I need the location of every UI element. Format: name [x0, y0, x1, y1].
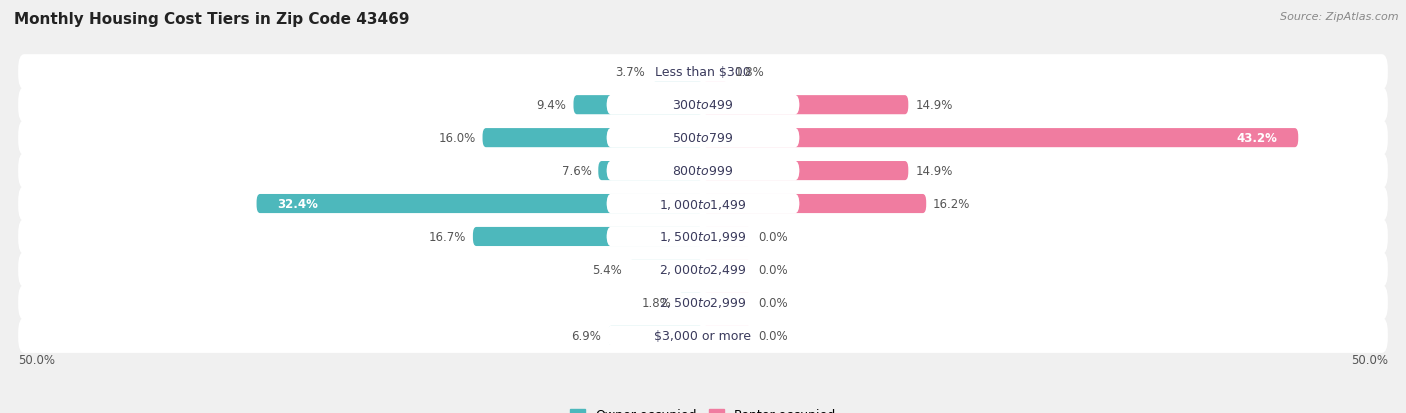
FancyBboxPatch shape — [18, 121, 1388, 156]
Text: 14.9%: 14.9% — [915, 99, 953, 112]
Text: 14.9%: 14.9% — [915, 165, 953, 178]
FancyBboxPatch shape — [606, 325, 800, 345]
FancyBboxPatch shape — [574, 96, 703, 115]
FancyBboxPatch shape — [18, 252, 1388, 287]
Text: 3.7%: 3.7% — [616, 66, 645, 79]
Text: $1,000 to $1,499: $1,000 to $1,499 — [659, 197, 747, 211]
FancyBboxPatch shape — [18, 285, 1388, 320]
Text: $1,500 to $1,999: $1,500 to $1,999 — [659, 230, 747, 244]
Text: $800 to $999: $800 to $999 — [672, 165, 734, 178]
FancyBboxPatch shape — [606, 293, 800, 313]
FancyBboxPatch shape — [606, 161, 800, 181]
FancyBboxPatch shape — [703, 161, 908, 181]
Text: 1.8%: 1.8% — [641, 296, 671, 309]
Text: 0.0%: 0.0% — [758, 296, 787, 309]
Text: 43.2%: 43.2% — [1237, 132, 1278, 145]
Text: 0.0%: 0.0% — [758, 263, 787, 276]
Text: Source: ZipAtlas.com: Source: ZipAtlas.com — [1281, 12, 1399, 22]
FancyBboxPatch shape — [606, 128, 800, 148]
Text: 32.4%: 32.4% — [277, 197, 318, 211]
Text: 6.9%: 6.9% — [571, 329, 600, 342]
Text: Less than $300: Less than $300 — [655, 66, 751, 79]
FancyBboxPatch shape — [472, 228, 703, 247]
Text: 9.4%: 9.4% — [537, 99, 567, 112]
Text: $300 to $499: $300 to $499 — [672, 99, 734, 112]
FancyBboxPatch shape — [703, 326, 751, 345]
Text: $2,500 to $2,999: $2,500 to $2,999 — [659, 296, 747, 310]
Text: 0.0%: 0.0% — [758, 329, 787, 342]
FancyBboxPatch shape — [703, 63, 728, 82]
Text: $3,000 or more: $3,000 or more — [655, 329, 751, 342]
Text: $500 to $799: $500 to $799 — [672, 132, 734, 145]
FancyBboxPatch shape — [703, 228, 751, 247]
Legend: Owner-occupied, Renter-occupied: Owner-occupied, Renter-occupied — [565, 404, 841, 413]
FancyBboxPatch shape — [703, 96, 908, 115]
FancyBboxPatch shape — [606, 227, 800, 247]
Text: 16.2%: 16.2% — [934, 197, 970, 211]
Text: $2,000 to $2,499: $2,000 to $2,499 — [659, 263, 747, 277]
FancyBboxPatch shape — [599, 161, 703, 181]
FancyBboxPatch shape — [18, 154, 1388, 189]
FancyBboxPatch shape — [18, 219, 1388, 254]
Text: 7.6%: 7.6% — [561, 165, 592, 178]
FancyBboxPatch shape — [652, 63, 703, 82]
Text: 5.4%: 5.4% — [592, 263, 621, 276]
FancyBboxPatch shape — [482, 129, 703, 148]
FancyBboxPatch shape — [678, 293, 703, 312]
FancyBboxPatch shape — [606, 260, 800, 280]
FancyBboxPatch shape — [606, 95, 800, 115]
Text: 0.0%: 0.0% — [758, 230, 787, 243]
FancyBboxPatch shape — [703, 195, 927, 214]
FancyBboxPatch shape — [606, 63, 800, 83]
Text: Monthly Housing Cost Tiers in Zip Code 43469: Monthly Housing Cost Tiers in Zip Code 4… — [14, 12, 409, 27]
FancyBboxPatch shape — [703, 293, 751, 312]
FancyBboxPatch shape — [18, 318, 1388, 353]
FancyBboxPatch shape — [606, 194, 800, 214]
FancyBboxPatch shape — [628, 260, 703, 279]
FancyBboxPatch shape — [18, 55, 1388, 90]
Text: 50.0%: 50.0% — [1351, 353, 1388, 366]
Text: 16.0%: 16.0% — [439, 132, 475, 145]
FancyBboxPatch shape — [18, 187, 1388, 221]
Text: 50.0%: 50.0% — [18, 353, 55, 366]
FancyBboxPatch shape — [607, 326, 703, 345]
FancyBboxPatch shape — [703, 260, 751, 279]
FancyBboxPatch shape — [256, 195, 703, 214]
FancyBboxPatch shape — [18, 88, 1388, 123]
Text: 1.8%: 1.8% — [735, 66, 765, 79]
Text: 16.7%: 16.7% — [429, 230, 465, 243]
FancyBboxPatch shape — [703, 129, 1298, 148]
